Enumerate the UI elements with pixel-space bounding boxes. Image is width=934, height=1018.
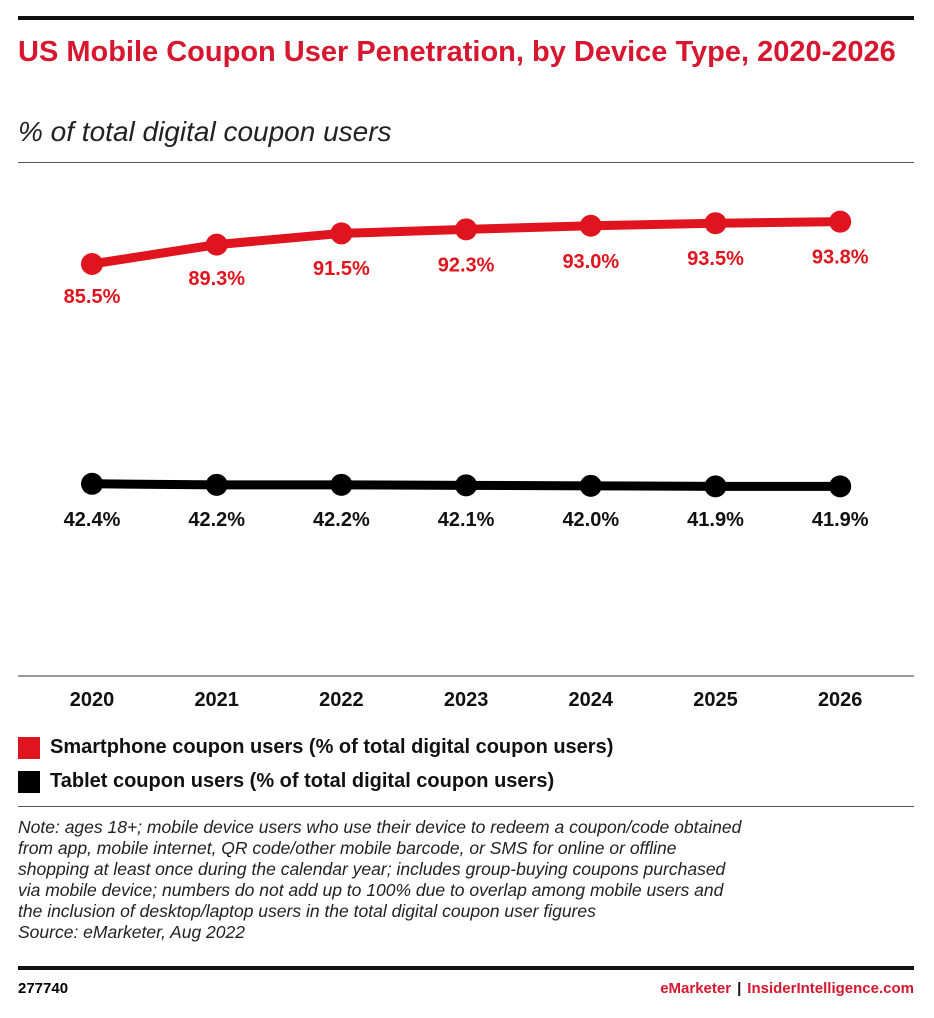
data-label: 92.3% [438,254,495,276]
chart-note: Note: ages 18+; mobile device users who … [18,817,742,942]
x-tick-label: 2026 [818,689,863,711]
subtitle-rule [18,162,914,163]
legend-rule [18,806,914,807]
data-point [330,473,353,496]
data-label: 42.4% [64,509,121,531]
data-point [205,473,228,496]
top-rule [18,16,914,20]
x-tick-label: 2025 [693,689,738,711]
data-point [455,474,478,497]
brand-footer: eMarketer | InsiderIntelligence.com [660,980,914,997]
data-point [704,475,727,498]
legend-item-tablet: Tablet coupon users (% of total digital … [18,770,554,793]
legend-swatch-black [18,770,40,793]
data-point [829,210,852,233]
data-label: 42.2% [313,509,370,531]
x-tick-label: 2024 [569,689,614,711]
data-label: 93.8% [812,247,869,269]
x-tick-label: 2023 [444,689,489,711]
data-point [205,233,228,256]
data-label: 93.0% [562,251,619,273]
brand-separator: | [737,980,742,997]
line-plot: 2020 2021 2022 2023 2024 2025 2026 85.5% 89.3% 91… [18,210,914,711]
data-label: 91.5% [313,258,370,280]
data-label: 42.0% [562,509,619,531]
brand-insiderintelligence[interactable]: InsiderIntelligence.com [747,980,914,997]
data-label: 89.3% [188,268,245,290]
data-point [579,214,602,237]
data-point [455,218,478,241]
data-label: 85.5% [64,286,121,308]
brand-emarketer: eMarketer [660,980,732,997]
data-point [81,472,103,495]
data-label: 42.1% [438,509,495,531]
data-point [81,253,103,275]
data-label: 42.2% [188,509,245,531]
bottom-rule [18,966,914,970]
legend-swatch-red [18,736,40,759]
data-point [704,212,727,235]
chart-id: 277740 [18,980,69,997]
data-label: 93.5% [687,248,744,270]
data-label: 41.9% [687,509,744,531]
x-tick-label: 2022 [319,689,364,711]
chart-title: US Mobile Coupon User Penetration, by De… [18,36,896,68]
data-point [579,474,602,497]
data-point [829,475,852,498]
x-tick-label: 2021 [194,689,239,711]
legend-item-smartphone: Smartphone coupon users (% of total digi… [18,736,613,759]
data-label: 41.9% [812,509,869,531]
chart-subtitle: % of total digital coupon users [18,116,392,147]
data-point [330,222,353,245]
legend-label: Smartphone coupon users (% of total digi… [50,736,614,758]
legend-label: Tablet coupon users (% of total digital … [50,770,555,792]
x-tick-label: 2020 [70,689,115,711]
